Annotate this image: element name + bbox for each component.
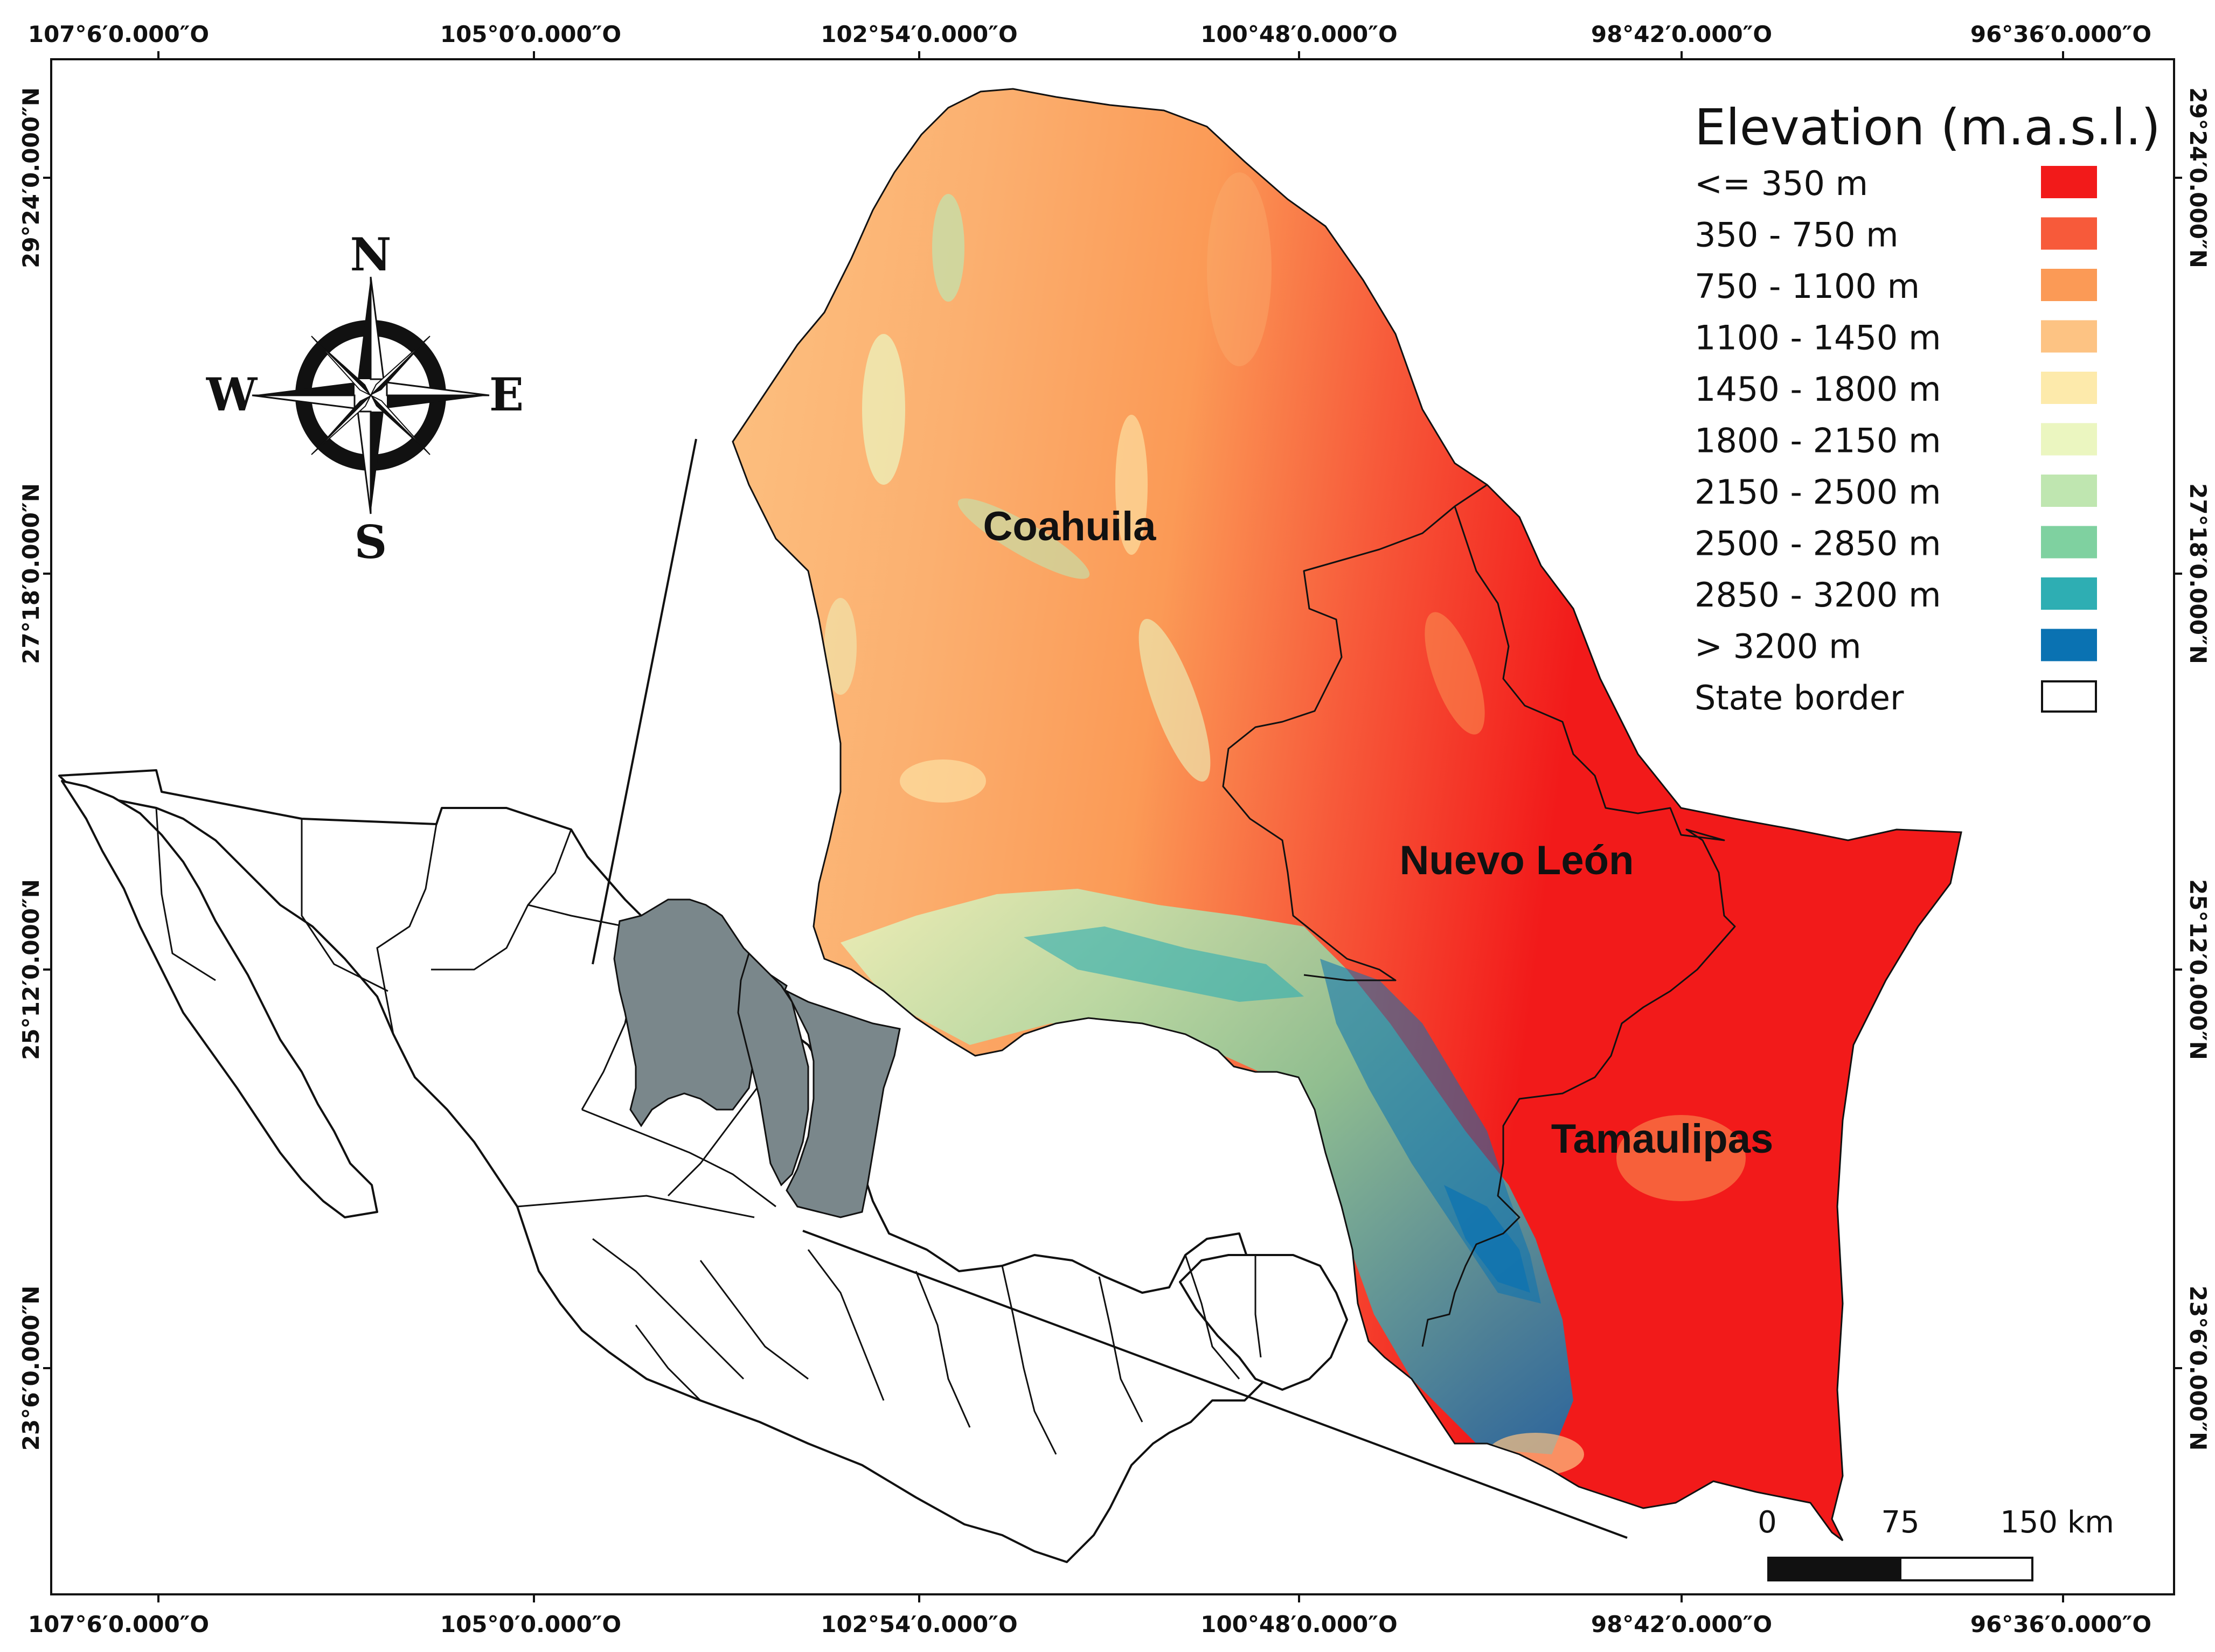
- state-label-tamaulipas: Tamaulipas: [1551, 1116, 1774, 1162]
- border-coahuila-nuevo-leon: [1222, 484, 1488, 981]
- locator-highlight: [613, 898, 901, 1218]
- legend-label-7: 2500 - 2850 m: [1695, 524, 1941, 563]
- legend-swatch-10: [2041, 680, 2097, 713]
- compass-label-w: W: [206, 368, 258, 421]
- lon-label-bottom-6: 96°36′0.000″O: [1970, 1611, 2151, 1637]
- lat-label-left-1: 29°24′0.000″N: [18, 87, 44, 268]
- longitude-labels-bottom: 107°6′0.000″O 105°0′0.000″O 102°54′0.000…: [28, 1611, 2151, 1637]
- lon-label-bottom-3: 102°54′0.000″O: [821, 1611, 1018, 1637]
- lon-label-top-2: 105°0′0.000″O: [440, 21, 621, 47]
- lat-label-right-3: 25°12′0.000″N: [2185, 879, 2211, 1060]
- locator-tamaulipas: [784, 989, 901, 1218]
- latitude-labels-left: 29°24′0.000″N 27°18′0.000″N 25°12′0.000″…: [18, 87, 44, 1451]
- lon-label-bottom-4: 100°48′0.000″O: [1200, 1611, 1398, 1637]
- lat-label-right-2: 27°18′0.000″N: [2185, 483, 2211, 664]
- border-nuevo-leon-tamaulipas: [1421, 506, 1736, 1347]
- legend-swatch-2: [2041, 269, 2097, 301]
- lon-label-bottom-5: 98°42′0.000″O: [1591, 1611, 1772, 1637]
- legend: Elevation (m.a.s.l.) <= 350 m 350 - 750 m…: [1695, 99, 2161, 717]
- legend-label-3: 1100 - 1450 m: [1695, 318, 1941, 358]
- locator-coahuila: [613, 898, 788, 1127]
- legend-swatch-7: [2041, 526, 2097, 559]
- state-label-nuevo-leon: Nuevo León: [1400, 838, 1634, 883]
- lat-label-left-4: 23°6′0.000″N: [18, 1286, 44, 1451]
- legend-label-6: 2150 - 2500 m: [1695, 472, 1941, 512]
- north-arrow: N S E W: [206, 228, 524, 569]
- baja-california: [61, 780, 378, 1218]
- scale-bar: 0 75 150 km: [1758, 1505, 2114, 1581]
- compass-label-e: E: [489, 368, 524, 421]
- legend-label-2: 750 - 1100 m: [1695, 267, 1920, 306]
- legend-swatch-9: [2041, 629, 2097, 661]
- scale-segment-black: [1767, 1557, 1901, 1581]
- legend-swatch-6: [2041, 475, 2097, 507]
- yucatan: [1179, 1254, 1348, 1391]
- compass-label-n: N: [350, 228, 392, 281]
- state-label-coahuila: Coahuila: [983, 504, 1157, 549]
- legend-swatch-4: [2041, 372, 2097, 404]
- mexico-locator-map: [58, 769, 1348, 1563]
- lon-label-bottom-2: 105°0′0.000″O: [440, 1611, 621, 1637]
- legend-label-10: State border: [1695, 678, 1904, 717]
- longitude-labels-top: 107°6′0.000″O 105°0′0.000″O 102°54′0.000…: [28, 21, 2151, 47]
- legend-swatch-8: [2041, 577, 2097, 610]
- scale-label-0: 0: [1758, 1505, 1777, 1540]
- lat-label-left-2: 27°18′0.000″N: [18, 483, 44, 664]
- lon-label-top-1: 107°6′0.000″O: [28, 21, 209, 47]
- legend-swatch-1: [2041, 217, 2097, 250]
- lon-label-top-3: 102°54′0.000″O: [821, 21, 1018, 47]
- lon-label-top-5: 98°42′0.000″O: [1591, 21, 1772, 47]
- legend-label-8: 2850 - 3200 m: [1695, 575, 1941, 615]
- compass-label-s: S: [355, 515, 387, 569]
- frame-ticks: [43, 51, 2182, 1602]
- legend-label-4: 1450 - 1800 m: [1695, 370, 1941, 409]
- legend-label-9: > 3200 m: [1695, 627, 1862, 666]
- scale-label-75: 75: [1881, 1505, 1919, 1540]
- lat-label-right-4: 23°6′0.000″N: [2185, 1286, 2211, 1451]
- mexico-state-borders: [155, 807, 1262, 1455]
- lat-label-left-3: 25°12′0.000″N: [18, 879, 44, 1060]
- lon-label-top-4: 100°48′0.000″O: [1200, 21, 1398, 47]
- lon-label-bottom-1: 107°6′0.000″O: [28, 1611, 209, 1637]
- scale-segment-white: [1899, 1557, 2033, 1581]
- scale-label-150: 150 km: [2000, 1505, 2114, 1540]
- connector-lines: [592, 438, 1628, 1539]
- legend-swatch-5: [2041, 423, 2097, 456]
- legend-label-0: <= 350 m: [1695, 164, 1868, 203]
- lat-label-right-1: 29°24′0.000″N: [2185, 87, 2211, 268]
- legend-label-5: 1800 - 2150 m: [1695, 421, 1941, 461]
- region-outline: [732, 88, 1962, 1542]
- lon-label-top-6: 96°36′0.000″O: [1970, 21, 2151, 47]
- legend-swatch-3: [2041, 320, 2097, 353]
- legend-swatch-0: [2041, 166, 2097, 198]
- latitude-labels-right: 29°24′0.000″N 27°18′0.000″N 25°12′0.000″…: [2185, 87, 2211, 1451]
- map-frame: [50, 58, 2175, 1595]
- legend-title: Elevation (m.a.s.l.): [1695, 99, 2161, 156]
- legend-label-1: 350 - 750 m: [1695, 215, 1899, 255]
- inset-state-borders: [1222, 484, 1736, 1347]
